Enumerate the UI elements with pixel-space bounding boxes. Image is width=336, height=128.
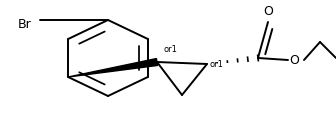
Text: Br: Br [18, 18, 32, 31]
Polygon shape [68, 58, 158, 77]
Text: or1: or1 [163, 45, 177, 54]
Text: O: O [289, 54, 299, 67]
Text: or1: or1 [210, 60, 224, 69]
Text: O: O [263, 5, 273, 18]
